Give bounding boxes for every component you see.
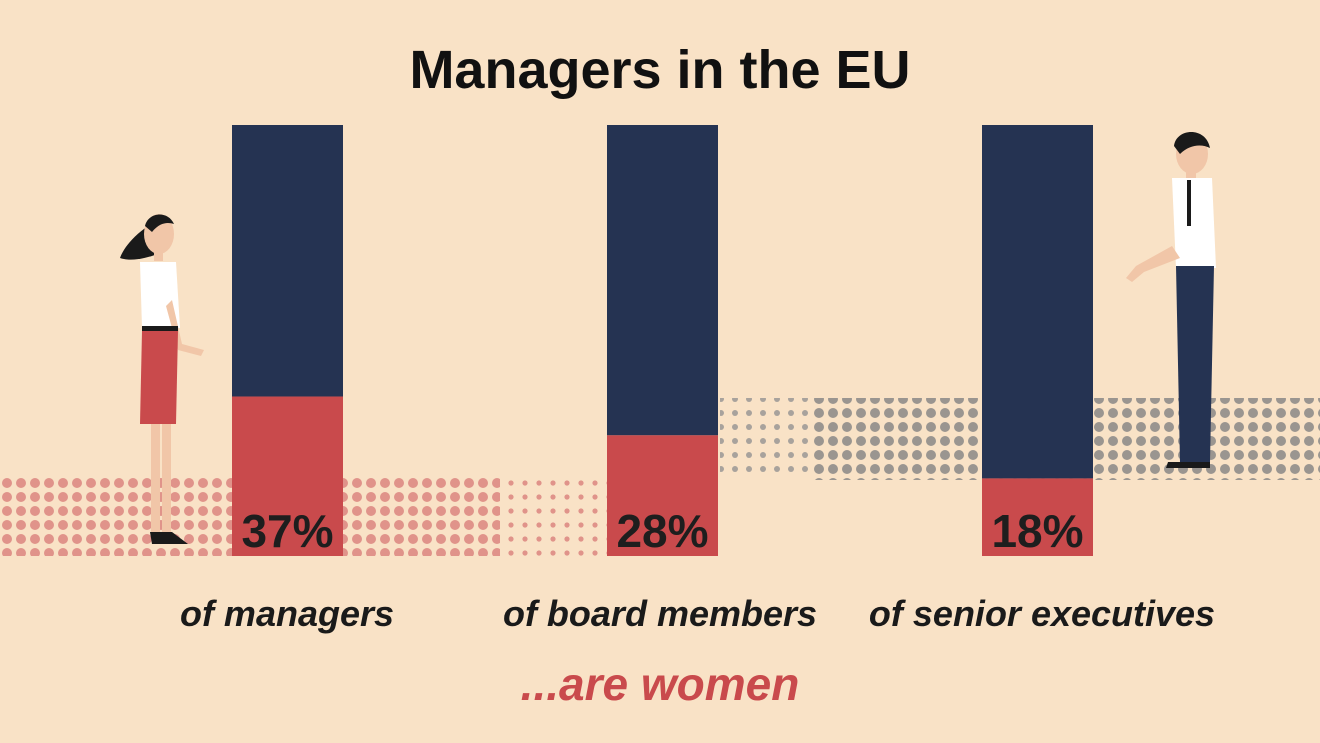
bar-remainder bbox=[232, 125, 343, 397]
bar-women bbox=[607, 435, 718, 556]
category-label: of senior executives bbox=[869, 593, 1215, 634]
footer-text: ...are women bbox=[521, 658, 800, 710]
woman-figure-icon bbox=[120, 214, 204, 544]
bar-remainder bbox=[982, 125, 1093, 479]
category-label: of managers bbox=[180, 593, 394, 634]
bar-value-label: 18% bbox=[991, 505, 1083, 557]
bar-remainder bbox=[607, 125, 718, 436]
bar-women bbox=[232, 396, 343, 556]
category-label: of board members bbox=[503, 593, 817, 634]
bars-group: 37% 28% 18% bbox=[232, 125, 1093, 557]
man-figure-icon bbox=[1126, 132, 1216, 468]
chart-title: Managers in the EU bbox=[409, 40, 910, 100]
men-dotted-band-fade bbox=[720, 398, 810, 480]
women-dotted-band-fade bbox=[500, 478, 620, 556]
category-labels: of managers of board members of senior exe… bbox=[180, 593, 1215, 634]
bar-value-label: 28% bbox=[616, 505, 708, 557]
bar-value-label: 37% bbox=[241, 505, 333, 557]
bar-women bbox=[982, 478, 1093, 556]
